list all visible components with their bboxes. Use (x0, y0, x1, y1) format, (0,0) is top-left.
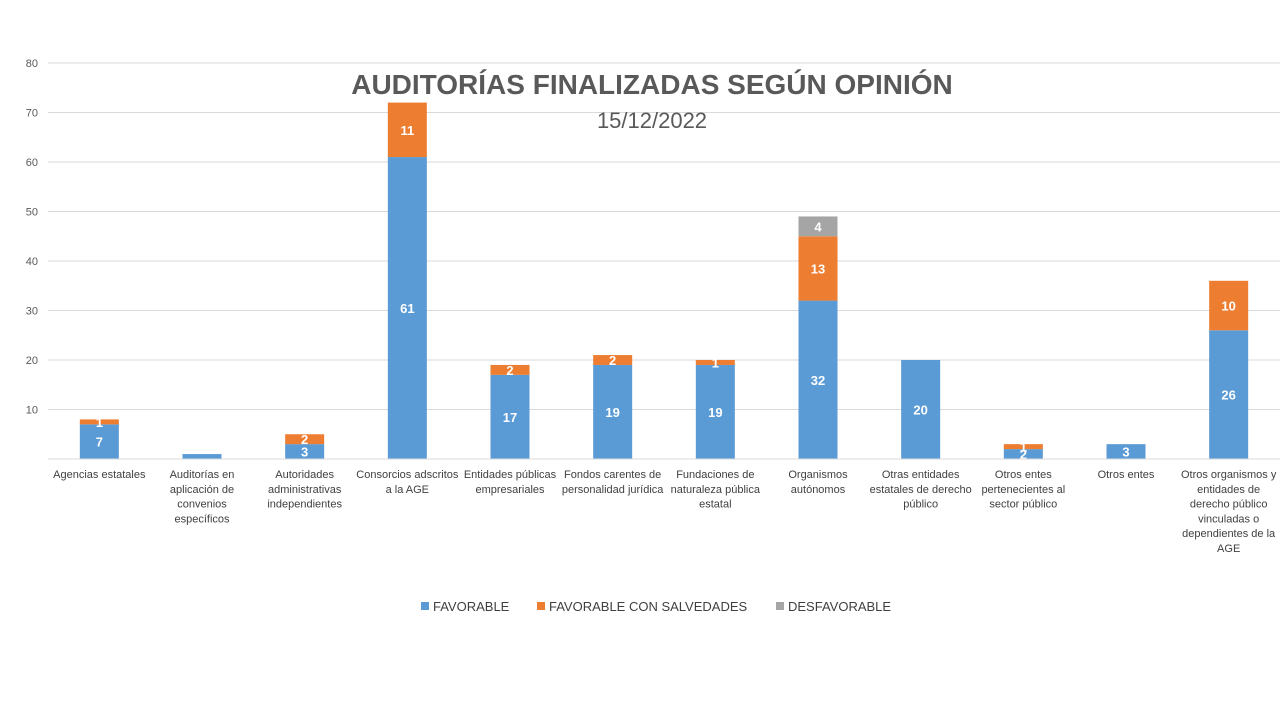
bar-segment (182, 454, 222, 459)
x-tick-label: Entidades públicas empresariales (464, 469, 557, 496)
data-label: 61 (400, 301, 414, 316)
x-tick-label: Otros organismos y entidades de derecho pú… (1181, 469, 1277, 555)
y-tick-label: 70 (26, 108, 38, 120)
bar-segment (79, 419, 119, 425)
gridlines (48, 62, 1280, 410)
bar-segment (798, 236, 838, 301)
data-label: 32 (811, 373, 825, 388)
bar-segment (387, 102, 427, 158)
bar-segment (901, 360, 941, 459)
data-label: 2 (1020, 447, 1027, 462)
data-label: 11 (400, 123, 414, 138)
legend-swatch (776, 602, 784, 610)
chart-subtitle: 15/12/2022 (597, 108, 707, 133)
bar-segment (695, 364, 735, 459)
data-label: 2 (506, 363, 513, 378)
data-label: 1 (1020, 440, 1027, 455)
bar-segment (490, 364, 530, 375)
x-tick-label: Otros entes pertenecientes al sector públi… (981, 469, 1065, 511)
axes: 10 20 30 40 50 60 70 80 Agencias estatales Audito… (26, 58, 1280, 555)
bar-segment (593, 364, 633, 459)
legend-swatch (421, 602, 429, 610)
x-tick-label: Fundaciones de naturaleza pública estatal (671, 469, 761, 511)
y-tick-label: 30 (26, 306, 38, 318)
bar-segment (1209, 330, 1249, 459)
y-tick-label: 20 (26, 355, 38, 367)
y-tick-label: 60 (26, 157, 38, 169)
chart-title: AUDITORÍAS FINALIZADAS SEGÚN OPINIÓN (351, 69, 953, 100)
x-tick-label: Consorcios adscritos a la AGE (356, 469, 459, 496)
data-label: 7 (96, 435, 103, 450)
data-label: 26 (1221, 388, 1235, 403)
x-tick-label: Fondos carentes de personalidad jurídica (562, 469, 664, 496)
data-label: 2 (609, 353, 616, 368)
legend-item: DESFAVORABLE (776, 599, 891, 614)
bar-segment (285, 444, 325, 459)
data-label: 10 (1221, 299, 1235, 314)
legend-swatch (537, 602, 545, 610)
legend-item: FAVORABLE CON SALVEDADES (537, 599, 748, 614)
bar-segment (593, 355, 633, 365)
bar-segment (798, 300, 838, 459)
y-tick-label: 50 (26, 207, 38, 219)
bars (79, 102, 1249, 460)
y-tick-label: 10 (26, 405, 38, 417)
x-tick-label: Agencias estatales (53, 469, 146, 481)
data-label: 13 (811, 261, 825, 276)
bar-segment (79, 424, 119, 459)
data-label: 1 (96, 415, 103, 430)
data-label: 19 (708, 405, 722, 420)
legend-label: FAVORABLE (433, 599, 510, 614)
data-label: 19 (605, 405, 619, 420)
bar-segment (695, 360, 735, 365)
data-label: 20 (913, 403, 927, 418)
bar-segment (798, 216, 838, 237)
legend-label: DESFAVORABLE (788, 599, 891, 614)
data-label: 17 (503, 410, 517, 425)
x-tick-label: Autoridades administrativas independientes (267, 469, 342, 511)
data-label: 2 (301, 432, 308, 447)
y-tick-label: 80 (26, 58, 38, 70)
y-tick-label: 40 (26, 256, 38, 268)
legend-label: FAVORABLE CON SALVEDADES (549, 599, 748, 614)
x-tick-label: Otras entidades estatales de derecho públi… (870, 469, 972, 511)
legend-item: FAVORABLE (421, 599, 510, 614)
bar-segment (387, 157, 427, 460)
bar-segment (1003, 449, 1043, 459)
data-label: 1 (712, 355, 719, 370)
legend: FAVORABLE FAVORABLE CON SALVEDADES DESFAVO… (421, 599, 891, 614)
bar-segment (1106, 444, 1146, 459)
bar-segment (1003, 444, 1043, 450)
data-label: 3 (1122, 445, 1129, 460)
x-tick-label: Otros entes (1098, 469, 1155, 481)
bar-segment (1209, 280, 1249, 331)
bar-segment (490, 374, 530, 459)
x-tick-label: Organismos autónomos (788, 469, 848, 496)
x-tick-label: Auditorías en aplicación de convenios espec… (170, 469, 235, 525)
data-label: 4 (814, 219, 822, 234)
data-label: 3 (301, 445, 308, 460)
bar-segment (285, 434, 325, 445)
